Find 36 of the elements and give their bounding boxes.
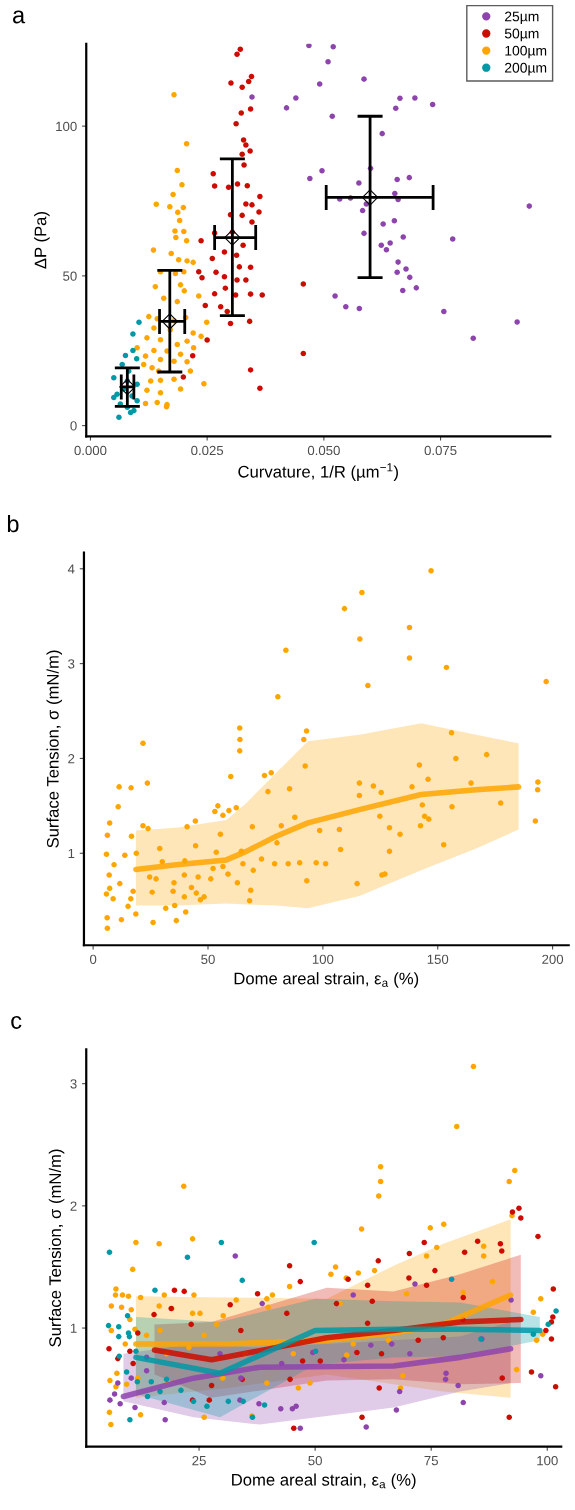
x-tick-label: 50: [308, 1455, 322, 1466]
y-axis-title: ΔP (Pa): [34, 212, 50, 269]
y-tick-label: 3: [68, 659, 75, 669]
legend-label: 25µm: [505, 11, 539, 25]
y-axis-title: Surface Tension, σ (mN/m): [48, 1149, 65, 1347]
y-tick-label: 4: [67, 564, 75, 574]
x-axis-title: Dome areal strain, ε$_{a}$ (%): [234, 972, 419, 988]
y-tick-label: 0: [70, 421, 77, 431]
legend-label: 200µm: [505, 62, 547, 76]
x-tick-label: 0.025: [191, 445, 224, 456]
y-tick-label: 1: [70, 1323, 77, 1333]
chart-title: b: [7, 514, 19, 533]
y-tick-label: 3: [70, 1079, 77, 1089]
x-tick-label: 0.050: [307, 445, 340, 456]
chart-title: c: [11, 1015, 22, 1029]
y-tick-label: 2: [70, 1201, 77, 1211]
y-tick-label: 100: [56, 121, 77, 132]
x-tick-label: 150: [427, 954, 449, 964]
y-axis-title: Surface Tension, σ (mN/m): [46, 650, 63, 848]
x-tick-label: 0.000: [74, 445, 107, 456]
x-tick-label: 100: [312, 954, 334, 964]
y-tick-label: 50: [63, 271, 77, 281]
legend-label: 50µm: [504, 28, 539, 42]
x-tick-label: 75: [424, 1456, 438, 1466]
chart-title: a: [13, 10, 26, 24]
x-axis-title: Dome areal strain, ε$_{a}$ (%): [232, 1473, 416, 1489]
legend-label: 100µm: [505, 45, 547, 59]
x-tick-label: 0.075: [424, 445, 457, 456]
x-tick-label: 50: [201, 954, 215, 964]
x-tick-label: 0: [89, 954, 97, 964]
x-tick-label: 100: [537, 1455, 558, 1466]
x-axis-title: Curvature, 1/R (µm$^{−1}$): [238, 463, 398, 481]
x-tick-label: 25: [192, 1455, 206, 1466]
y-tick-label: 2: [68, 754, 75, 764]
y-tick-label: 1: [68, 848, 75, 859]
x-tick-label: 200: [542, 954, 564, 964]
